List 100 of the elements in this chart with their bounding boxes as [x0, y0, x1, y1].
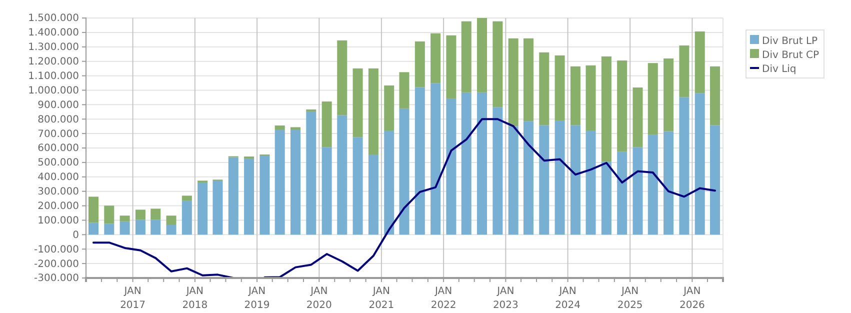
bar [352, 68, 363, 138]
y-tick-label: -100.000 [34, 244, 79, 256]
bar [212, 180, 223, 235]
x-tick-label: JAN 2026 [679, 286, 705, 311]
y-tick-label: 800.000 [38, 114, 79, 126]
bar [135, 220, 146, 235]
bar [710, 66, 720, 126]
bar [446, 35, 456, 98]
x-tick-label: JAN 2021 [368, 286, 394, 311]
bar [322, 147, 332, 235]
bar [710, 125, 720, 235]
y-tick-label: 400.000 [38, 172, 79, 184]
bar [88, 196, 98, 223]
x-tick-label: JAN 2023 [492, 286, 518, 311]
y-tick-label: 1.200.000 [28, 56, 79, 68]
y-tick-label: 900.000 [38, 100, 79, 111]
bar [446, 98, 456, 235]
x-tick-label: JAN 2022 [430, 286, 456, 311]
bar [322, 101, 332, 148]
bar [430, 33, 441, 84]
bar [523, 38, 534, 122]
bar [182, 196, 192, 201]
bar [166, 224, 176, 235]
bar [554, 55, 565, 121]
y-tick-label: 700.000 [38, 128, 79, 140]
bar [586, 130, 596, 235]
y-tick-label: -200.000 [34, 258, 79, 270]
bar [352, 137, 363, 235]
bar [368, 154, 378, 235]
bar [150, 220, 161, 235]
bar [523, 121, 534, 235]
bar [601, 162, 612, 235]
bar [120, 221, 130, 235]
y-tick-label: 500.000 [38, 158, 79, 169]
x-tick-label: JAN 2020 [306, 286, 332, 311]
bar [679, 97, 690, 235]
x-tick-label: JAN 2024 [555, 286, 581, 311]
bar [274, 130, 285, 235]
bar [508, 38, 518, 126]
bar [539, 52, 550, 126]
bar [492, 107, 503, 235]
bar [694, 31, 705, 94]
x-tick-label: JAN 2025 [617, 286, 643, 311]
bar [679, 45, 690, 98]
bar [632, 147, 643, 235]
bar [430, 83, 441, 235]
legend-label: Div Brut LP [762, 36, 818, 47]
bar [384, 85, 394, 131]
y-tick-label: -300.000 [34, 273, 79, 284]
legend-label: Div Liq [762, 64, 796, 75]
bar [290, 127, 300, 130]
y-tick-label: 1.500.000 [28, 13, 79, 24]
bar [492, 21, 503, 108]
y-tick-label: 600.000 [38, 143, 79, 154]
bar [570, 125, 580, 235]
bar [337, 115, 348, 235]
bar [337, 40, 348, 116]
bar [260, 156, 270, 235]
bar [244, 158, 254, 235]
bar [694, 93, 705, 235]
bar [539, 125, 550, 235]
bar [664, 131, 674, 235]
bar [228, 157, 238, 235]
x-tick-label: JAN 2019 [244, 286, 270, 311]
bar [461, 92, 472, 235]
bar [290, 130, 300, 235]
bar [384, 130, 394, 235]
bar [306, 111, 316, 235]
bar [414, 87, 425, 235]
bar [104, 224, 114, 235]
bar [166, 216, 176, 225]
x-tick-label: JAN 2018 [182, 286, 208, 311]
bar [617, 60, 628, 152]
bar [88, 222, 98, 235]
bar [414, 41, 425, 88]
bar [120, 216, 130, 222]
y-tick-label: 0 [72, 230, 79, 241]
bar [477, 92, 488, 235]
bar [135, 210, 146, 220]
bar [274, 125, 285, 130]
bar [648, 63, 658, 135]
bar [617, 152, 628, 235]
y-tick-label: 1.100.000 [28, 70, 79, 82]
bar [150, 208, 161, 220]
bar [648, 134, 658, 235]
y-tick-label: 100.000 [38, 215, 79, 226]
x-tick-label: JAN 2017 [120, 286, 146, 311]
bar [477, 18, 488, 92]
bar [399, 72, 410, 108]
bar [461, 21, 472, 92]
bar [632, 87, 643, 148]
y-tick-label: 300.000 [38, 186, 79, 198]
bar [586, 65, 596, 131]
y-tick-label: 200.000 [38, 200, 79, 212]
bar [601, 56, 612, 162]
bar [554, 120, 565, 235]
y-tick-label: 1.300.000 [28, 42, 79, 54]
bar [508, 126, 518, 235]
bar [399, 108, 410, 235]
bar [198, 182, 208, 235]
